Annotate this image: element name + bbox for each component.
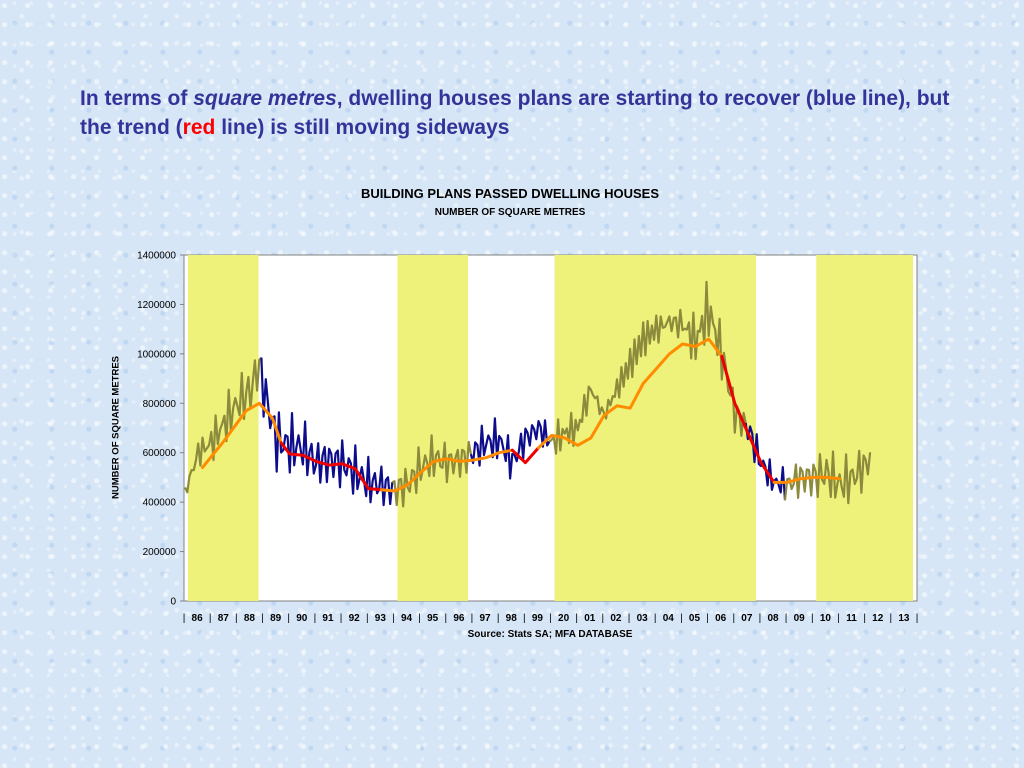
year-separator-9: | [418, 613, 421, 624]
year-separator-24: | [811, 613, 814, 624]
year-separator-8: | [392, 613, 395, 624]
year-separator-2: | [235, 613, 238, 624]
year-separator-16: | [602, 613, 605, 624]
year-separator-5: | [314, 613, 317, 624]
trend-red-segment-2 [279, 441, 383, 492]
year-separator-17: | [628, 613, 631, 624]
year-separator-23: | [785, 613, 788, 624]
year-separator-28: | [916, 613, 919, 624]
shaded-period-4 [816, 255, 913, 601]
year-label-97: 97 [479, 613, 491, 624]
year-separator-22: | [759, 613, 762, 624]
year-label-11: 11 [846, 613, 857, 624]
year-separator-4: | [287, 613, 290, 624]
chart-title: BUILDING PLANS PASSED DWELLING HOUSES [360, 186, 660, 201]
olive-series-segment-1 [184, 356, 263, 494]
y-tick-label-3: 600000 [143, 448, 177, 459]
year-separator-18: | [654, 613, 657, 624]
year-label-13: 13 [898, 613, 910, 624]
headline-text-1: In terms of [80, 87, 194, 110]
year-label-20: 20 [558, 613, 570, 624]
year-separator-0: | [183, 613, 186, 624]
trend-orange-segment-5 [537, 337, 724, 450]
year-separator-14: | [549, 613, 552, 624]
year-label-02: 02 [610, 613, 622, 624]
year-label-01: 01 [584, 613, 596, 624]
year-label-87: 87 [218, 613, 230, 624]
headline-text-3: line) is still moving sideways [215, 116, 510, 139]
year-separator-15: | [575, 613, 578, 624]
year-separator-25: | [837, 613, 840, 624]
year-label-93: 93 [375, 613, 387, 624]
year-separator-10: | [444, 613, 447, 624]
trend-red-segment-4 [510, 446, 540, 465]
trend-red-segment-6 [720, 354, 776, 484]
year-label-09: 09 [794, 613, 806, 624]
year-separator-12: | [497, 613, 500, 624]
y-tick-label-6: 1200000 [137, 300, 176, 311]
year-label-96: 96 [453, 613, 465, 624]
headline-red-word: red [182, 116, 216, 139]
trend-orange-segment-3 [379, 448, 514, 493]
year-label-95: 95 [427, 613, 439, 624]
year-separator-27: | [890, 613, 893, 624]
year-separator-20: | [706, 613, 709, 624]
year-label-92: 92 [349, 613, 361, 624]
blue-series-segment-6 [744, 422, 787, 501]
year-label-07: 07 [741, 613, 753, 624]
headline: In terms of square metres, dwelling hous… [80, 84, 960, 142]
year-label-04: 04 [663, 613, 675, 624]
year-label-89: 89 [270, 613, 282, 624]
blue-series-segment-4 [469, 417, 551, 480]
plot-area [183, 254, 918, 602]
y-tick-label-7: 1400000 [137, 251, 176, 262]
chart-subtitle: NUMBER OF SQUARE METRES [434, 207, 586, 218]
year-separator-3: | [261, 613, 264, 624]
shaded-period-3 [554, 255, 756, 601]
year-separator-19: | [680, 613, 683, 624]
chart-source: Source: Stats SA; MFA DATABASE [467, 629, 633, 640]
y-tick-label-4: 800000 [143, 399, 177, 410]
blue-series-segment-2 [260, 357, 394, 507]
year-label-99: 99 [532, 613, 544, 624]
year-label-88: 88 [244, 613, 256, 624]
year-label-94: 94 [401, 613, 413, 624]
year-label-86: 86 [192, 613, 204, 624]
year-label-90: 90 [296, 613, 308, 624]
y-tick-label-1: 200000 [143, 547, 177, 558]
y-tick-label-2: 400000 [143, 498, 177, 509]
year-label-10: 10 [820, 613, 832, 624]
y-tick-label-0: 0 [170, 597, 176, 608]
year-separator-13: | [523, 613, 526, 624]
shaded-period-2 [397, 255, 468, 601]
headline-text-2: , dwelling houses plans are starting to … [80, 87, 950, 139]
headline-italic: square metres [193, 87, 337, 110]
trend-orange-segment-7 [772, 475, 842, 484]
year-label-08: 08 [767, 613, 779, 624]
year-label-05: 05 [689, 613, 701, 624]
year-label-03: 03 [637, 613, 649, 624]
olive-series-segment-7 [783, 449, 872, 505]
year-separator-6: | [340, 613, 343, 624]
year-label-98: 98 [506, 613, 518, 624]
year-separator-7: | [366, 613, 369, 624]
year-separator-26: | [863, 613, 866, 624]
y-tick-label-5: 1000000 [137, 349, 176, 360]
shaded-period-1 [188, 255, 259, 601]
year-label-12: 12 [872, 613, 884, 624]
trend-orange-segment-1 [201, 401, 283, 469]
year-separator-21: | [732, 613, 735, 624]
year-label-91: 91 [322, 613, 334, 624]
olive-series-segment-5 [548, 280, 747, 455]
olive-series-segment-3 [391, 434, 472, 508]
year-separator-11: | [471, 613, 474, 624]
year-separator-1: | [209, 613, 212, 624]
year-label-06: 06 [715, 613, 727, 624]
